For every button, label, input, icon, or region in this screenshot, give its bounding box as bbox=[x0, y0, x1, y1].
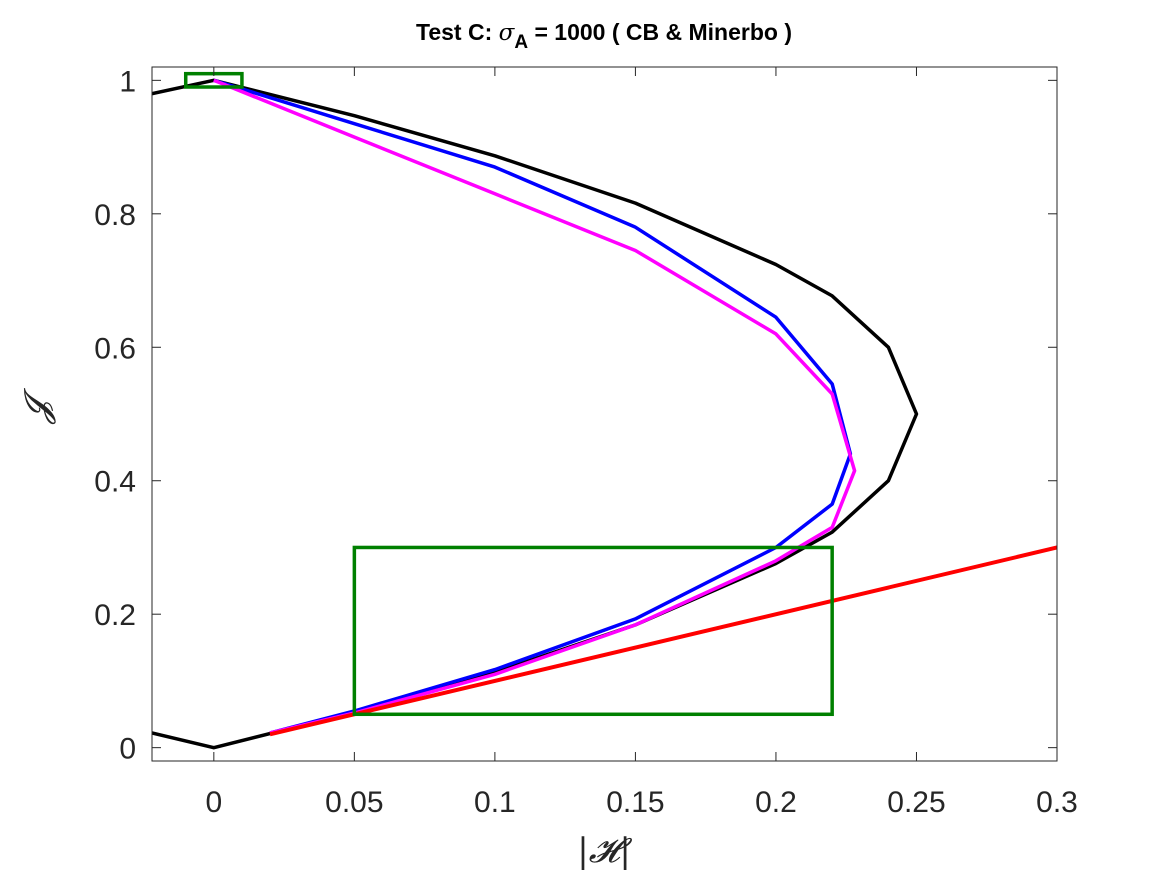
x-tick-label: 0 bbox=[205, 786, 222, 819]
axes-box bbox=[151, 66, 1058, 762]
series-line-red bbox=[269, 545, 1057, 737]
chart-title: Test C: σA = 1000 ( CB & Minerbo ) bbox=[416, 19, 792, 53]
y-axis-ticks: 0 0.2 0.4 0.6 0.8 1 bbox=[94, 65, 1057, 766]
y-tick-label: 0.2 bbox=[94, 599, 136, 632]
zoom-box-2 bbox=[352, 545, 834, 717]
y-tick-label: 0.6 bbox=[94, 332, 136, 365]
chart-title-prefix: Test C: bbox=[416, 19, 499, 45]
x-tick-label: 0.3 bbox=[1036, 786, 1078, 819]
series-line-blue bbox=[213, 78, 853, 735]
chart-title-sigma: σ bbox=[499, 20, 516, 46]
x-tick-label: 0.05 bbox=[325, 786, 383, 819]
chart-title-suffix: = 1000 ( CB & Minerbo ) bbox=[528, 19, 792, 45]
x-tick-label: 0.1 bbox=[474, 786, 516, 819]
y-tick-label: 1 bbox=[119, 65, 136, 98]
x-tick-label: 0.25 bbox=[887, 786, 945, 819]
y-tick-label: 0.4 bbox=[94, 466, 136, 499]
y-tick-label: 0.8 bbox=[94, 199, 136, 232]
x-axis-ticks: 0 0.05 0.1 0.15 0.2 0.25 0.3 bbox=[205, 67, 1078, 819]
y-tick-label: 0 bbox=[119, 733, 136, 766]
chart-title-subscript: A bbox=[514, 32, 528, 53]
x-axis-label: |𝓗| bbox=[577, 831, 632, 871]
y-axis-label: 𝓙 bbox=[17, 388, 57, 425]
plot-area bbox=[152, 71, 1057, 750]
series-line-black bbox=[152, 78, 919, 750]
series-line-magenta bbox=[213, 78, 857, 735]
x-tick-label: 0.2 bbox=[755, 786, 797, 819]
x-tick-label: 0.15 bbox=[606, 786, 664, 819]
